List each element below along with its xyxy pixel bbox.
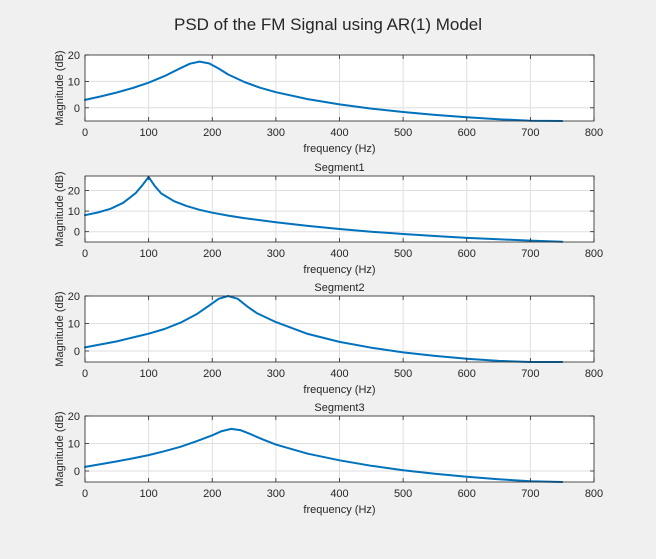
subplot-1: 0 100 200 300 400 500 600 700 800 0 10 20 frequency … [54, 50, 603, 155]
subplot-3: 0 100 200 300 400 500 600 700 800 0 10 20 frequency … [54, 282, 603, 396]
x-axis-label: frequency (Hz) [303, 143, 375, 155]
x-tick-label: 700 [521, 127, 539, 139]
x-tick-label: 700 [521, 368, 539, 380]
y-tick-label: 10 [68, 439, 80, 451]
x-tick-label: 500 [394, 248, 412, 260]
x-tick-label: 0 [82, 488, 88, 500]
x-tick-label: 500 [394, 368, 412, 380]
x-tick-label: 200 [203, 127, 221, 139]
x-tick-label: 800 [585, 248, 603, 260]
y-tick-label: 20 [68, 411, 80, 423]
x-axis-label: frequency (Hz) [303, 384, 375, 396]
y-tick-label: 0 [74, 346, 80, 358]
y-tick-label: 10 [68, 206, 80, 218]
x-tick-label: 100 [139, 488, 157, 500]
x-tick-label: 400 [330, 368, 348, 380]
x-tick-label: 0 [82, 127, 88, 139]
subplot-title: Segment2 [314, 282, 364, 294]
subplot-title: Segment3 [314, 402, 364, 414]
x-tick-label: 600 [458, 127, 476, 139]
x-tick-label: 400 [330, 488, 348, 500]
figure-title: PSD of the FM Signal using AR(1) Model [174, 15, 482, 34]
x-tick-label: 300 [267, 488, 285, 500]
x-tick-label: 200 [203, 248, 221, 260]
y-tick-label: 10 [68, 76, 80, 88]
y-tick-label: 20 [68, 185, 80, 197]
x-tick-label: 700 [521, 488, 539, 500]
x-tick-label: 600 [458, 248, 476, 260]
y-axis-label: Magnitude (dB) [54, 291, 66, 366]
y-axis-label: Magnitude (dB) [54, 50, 66, 125]
x-tick-label: 300 [267, 248, 285, 260]
x-tick-label: 0 [82, 368, 88, 380]
y-tick-label: 0 [74, 103, 80, 115]
x-tick-label: 800 [585, 488, 603, 500]
subplot-2: 0 100 200 300 400 500 600 700 800 0 10 20 frequency … [54, 162, 603, 276]
x-tick-label: 800 [585, 127, 603, 139]
series-line-1 [84, 60, 564, 122]
x-tick-label: 700 [521, 248, 539, 260]
x-tick-label: 200 [203, 488, 221, 500]
x-tick-label: 300 [267, 368, 285, 380]
y-tick-label: 10 [68, 319, 80, 331]
x-tick-label: 200 [203, 368, 221, 380]
x-tick-label: 500 [394, 127, 412, 139]
y-axis-label: Magnitude (dB) [54, 411, 66, 486]
subplots: 0 100 200 300 400 500 600 700 80001020frequency … [54, 50, 603, 516]
series-line-1 [84, 176, 564, 243]
x-tick-label: 0 [82, 248, 88, 260]
x-axis-label: frequency (Hz) [303, 264, 375, 276]
subplot-title: Segment1 [314, 162, 364, 174]
y-tick-label: 20 [68, 291, 80, 303]
x-axis-label: frequency (Hz) [303, 504, 375, 516]
y-axis-label: Magnitude (dB) [54, 171, 66, 246]
x-tick-label: 800 [585, 368, 603, 380]
x-tick-label: 400 [330, 127, 348, 139]
series-line-1 [84, 295, 564, 363]
y-tick-label: 0 [74, 466, 80, 478]
x-tick-label: 100 [139, 127, 157, 139]
x-tick-label: 600 [458, 488, 476, 500]
x-tick-label: 300 [267, 127, 285, 139]
x-tick-label: 100 [139, 248, 157, 260]
x-tick-label: 500 [394, 488, 412, 500]
y-tick-label: 20 [68, 50, 80, 62]
x-tick-label: 400 [330, 248, 348, 260]
y-tick-label: 0 [74, 227, 80, 239]
x-tick-label: 600 [458, 368, 476, 380]
series-line-1 [84, 427, 564, 483]
x-tick-label: 100 [139, 368, 157, 380]
subplot-4: 0 100 200 300 400 500 600 700 800 0 10 20 frequency … [54, 402, 603, 516]
